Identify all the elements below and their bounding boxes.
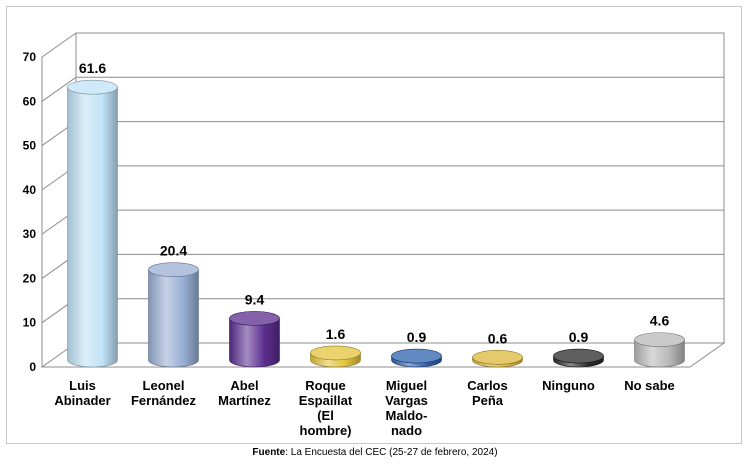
bar <box>391 348 442 368</box>
source-text: : La Encuesta del CEC (25-27 de febrero,… <box>285 447 498 458</box>
bar-top <box>391 348 442 364</box>
x-tick-label: Luis Abinader <box>54 378 110 408</box>
bar-top <box>67 79 118 95</box>
source-label: Fuente <box>252 447 286 458</box>
x-tick-label: Carlos Peña <box>467 378 507 408</box>
x-tick-label: Miguel Vargas Maldo-nado <box>385 378 428 438</box>
data-label: 61.6 <box>79 60 106 76</box>
data-label: 0.9 <box>569 329 589 345</box>
bar <box>310 345 361 368</box>
x-tick-label: Leonel Fernández <box>131 378 197 408</box>
bar-top <box>148 262 199 277</box>
bar-chart: 0 10 20 30 40 50 60 70 61.6 20.4 9.4 1.6 0.9 0.6 0.9 4… <box>23 32 726 438</box>
bar-body <box>148 269 199 368</box>
data-label: 20.4 <box>160 243 187 259</box>
bar <box>634 332 685 368</box>
gridline-side <box>41 32 77 58</box>
x-tick-label: Roque Espaillat (El hombre) <box>299 378 353 438</box>
bar <box>472 350 523 368</box>
gridline-side <box>41 76 77 102</box>
data-label: 9.4 <box>245 291 265 307</box>
x-tick-label: No sabe <box>624 378 675 393</box>
bar-body <box>67 87 118 368</box>
x-tick-label: Abel Martínez <box>218 378 271 408</box>
bar-top <box>229 311 280 326</box>
bar-top <box>553 348 604 364</box>
floor <box>40 342 726 368</box>
y-tick-label: 30 <box>23 227 37 241</box>
bar-top <box>634 332 685 347</box>
data-label: 1.6 <box>326 326 346 342</box>
y-tick-label: 70 <box>23 50 37 64</box>
data-label: 0.6 <box>488 330 508 346</box>
y-tick-label: 50 <box>23 139 37 153</box>
y-tick-label: 20 <box>23 271 37 285</box>
bar <box>553 348 604 368</box>
bar-top <box>310 345 361 361</box>
y-tick-label: 10 <box>23 316 37 330</box>
bar <box>67 79 118 368</box>
bar-top <box>472 350 523 365</box>
y-tick-label: 60 <box>23 94 37 108</box>
data-label: 0.9 <box>407 329 427 345</box>
y-tick-label: 0 <box>29 360 36 374</box>
chart-source-note: Fuente: La Encuesta del CEC (25-27 de fe… <box>0 447 750 458</box>
bar <box>148 262 199 368</box>
y-tick-label: 40 <box>23 183 37 197</box>
bar <box>229 311 280 368</box>
x-tick-label: Ninguno <box>542 378 595 393</box>
data-label: 4.6 <box>650 313 670 329</box>
